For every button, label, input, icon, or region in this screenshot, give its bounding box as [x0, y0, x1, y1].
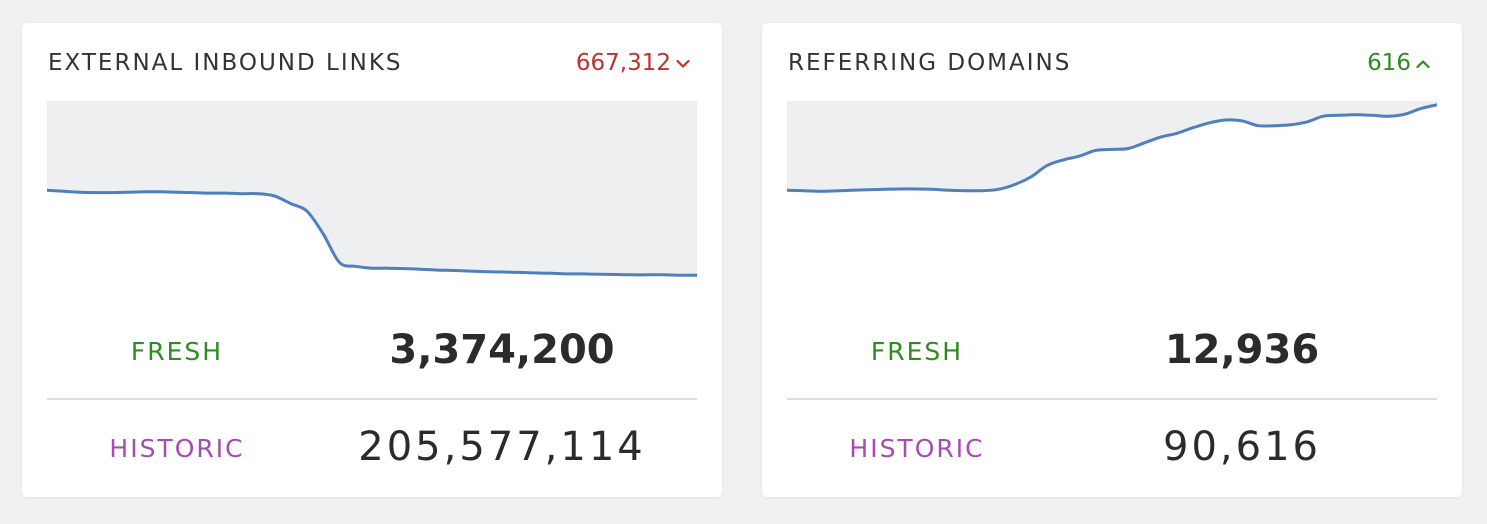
chart-line: [787, 103, 1437, 193]
fresh-row: FRESH 12,936: [787, 321, 1437, 381]
delta-value: 616: [1367, 50, 1411, 76]
fresh-value: 12,936: [1164, 327, 1320, 373]
fresh-row: FRESH 3,374,200: [47, 321, 697, 381]
chart-area: [47, 101, 697, 276]
domains-trend-chart: [787, 101, 1437, 291]
delta-indicator[interactable]: 667,312: [576, 50, 690, 76]
historic-value: 90,616: [1163, 424, 1321, 470]
historic-label: HISTORIC: [109, 434, 245, 463]
card-title: REFERRING DOMAINS: [788, 50, 1072, 76]
referring-domains-card: REFERRING DOMAINS 616 FRESH 12,936 HISTO…: [762, 23, 1462, 497]
links-trend-chart: [47, 101, 697, 291]
historic-value: 205,577,114: [358, 424, 646, 470]
historic-row: HISTORIC 205,577,114: [47, 418, 697, 478]
fresh-label: FRESH: [130, 337, 224, 366]
domains-trend-svg: [787, 101, 1437, 193]
chevron-down-icon: [676, 49, 690, 75]
historic-row: HISTORIC 90,616: [787, 418, 1437, 478]
card-title: EXTERNAL INBOUND LINKS: [48, 50, 403, 76]
external-inbound-links-card: EXTERNAL INBOUND LINKS 667,312 FRESH 3,3…: [22, 23, 722, 497]
chevron-up-icon: [1416, 49, 1430, 75]
fresh-value: 3,374,200: [389, 327, 615, 373]
historic-label: HISTORIC: [849, 434, 985, 463]
divider: [47, 398, 697, 400]
fresh-label: FRESH: [870, 337, 964, 366]
delta-value: 667,312: [575, 50, 671, 76]
links-trend-svg: [47, 101, 697, 277]
divider: [787, 398, 1437, 400]
chart-area: [787, 101, 1437, 192]
delta-indicator[interactable]: 616: [1367, 50, 1430, 76]
chart-line: [47, 188, 697, 277]
